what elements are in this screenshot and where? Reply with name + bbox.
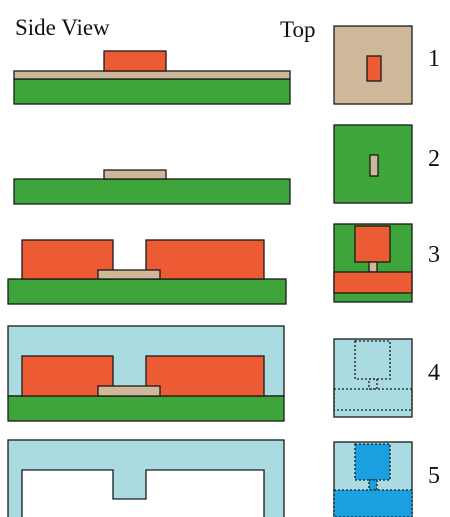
step-3-top-orange-head <box>354 225 391 263</box>
step-2-top-tan-rect <box>369 154 379 177</box>
step-1-tan-layer <box>13 70 291 80</box>
step-3-side-view <box>7 239 287 305</box>
step-3-top-view <box>333 223 413 303</box>
step-3-tan-pad <box>97 269 161 280</box>
step-4-orange-right <box>145 355 265 397</box>
step-5-top-blue-head <box>354 443 391 481</box>
step-3-top-orange-bar <box>333 271 413 294</box>
step-4-top-encapsulant-square <box>333 338 413 418</box>
step-4-side-view <box>7 325 285 422</box>
step-4-number: 4 <box>428 360 440 386</box>
step-5-top-view <box>333 441 413 517</box>
step-2-number: 2 <box>428 146 440 172</box>
step-5-cavity <box>21 469 265 517</box>
step-1-number: 1 <box>428 46 440 72</box>
step-5-number: 5 <box>428 463 440 489</box>
step-2-side-view <box>13 169 291 205</box>
step-1-side-view <box>13 50 291 105</box>
step-3-number: 3 <box>428 242 440 268</box>
top-header: Top <box>280 17 316 42</box>
step-1-top-view <box>333 25 413 105</box>
side-view-header: Side View <box>15 15 110 40</box>
step-4-top-dotted-bar <box>333 388 413 411</box>
step-5-top-blue-neck <box>368 479 378 491</box>
step-4-top-view <box>333 338 413 418</box>
step-4-top-dotted-neck <box>368 378 378 390</box>
step-1-substrate <box>13 78 291 105</box>
step-3-orange-right <box>145 239 265 280</box>
step-2-tan-pad <box>103 169 167 180</box>
step-3-substrate <box>7 278 287 305</box>
step-4-top-dotted-head <box>354 340 391 380</box>
step-4-tan-pad <box>97 385 161 397</box>
step-5-side-view <box>7 439 285 517</box>
step-2-top-view <box>333 124 413 204</box>
step-2-substrate <box>13 178 291 205</box>
step-3-top-tan-neck <box>368 261 378 273</box>
step-5-top-blue-bar <box>333 489 413 517</box>
step-1-orange-block <box>103 50 167 72</box>
step-4-substrate <box>7 395 285 422</box>
step-1-top-orange-rect <box>366 55 382 82</box>
